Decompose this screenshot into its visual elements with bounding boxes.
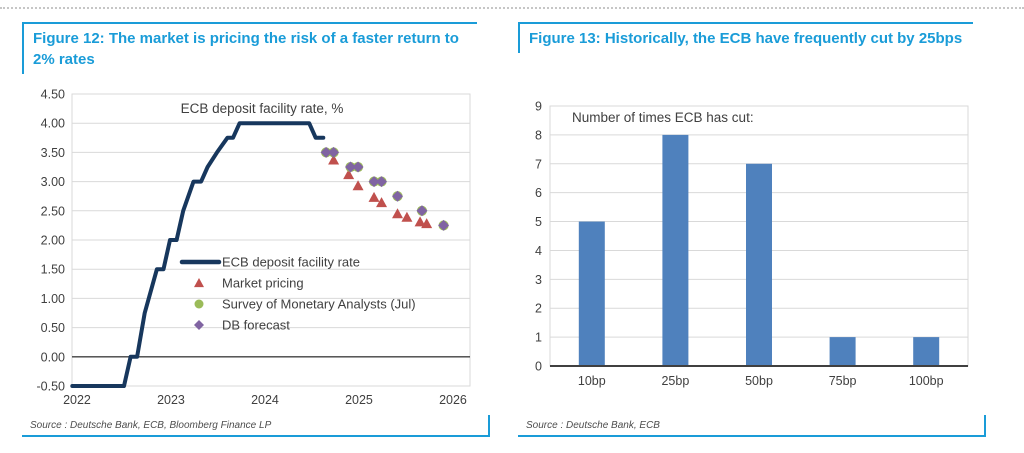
y-tick-label: 3.50 xyxy=(41,146,65,160)
y-tick-label: 1 xyxy=(535,331,542,345)
figure13-title: Figure 13: Historically, the ECB have fr… xyxy=(518,22,973,53)
bar-25bp xyxy=(662,134,689,366)
legend-label: Survey of Monetary Analysts (Jul) xyxy=(222,297,416,312)
y-tick-label: 0.50 xyxy=(41,321,65,335)
figure12-source: Source : Deutsche Bank, ECB, Bloomberg F… xyxy=(22,415,490,437)
y-tick-label: -0.50 xyxy=(37,380,66,394)
y-tick-label: 9 xyxy=(535,100,542,114)
legend-label: DB forecast xyxy=(222,318,290,333)
y-tick-label: 3.00 xyxy=(41,175,65,189)
top-dotted-divider xyxy=(0,7,1024,9)
figure12-title: Figure 12: The market is pricing the ris… xyxy=(22,22,477,74)
y-tick-label: 2.00 xyxy=(41,234,65,248)
y-tick-label: 0 xyxy=(535,360,542,374)
series-db-forecast xyxy=(320,146,450,231)
legend-label: ECB deposit facility rate xyxy=(222,255,360,270)
y-tick-label: 0.00 xyxy=(41,350,65,364)
x-tick-label: 25bp xyxy=(661,374,689,388)
y-tick-label: 1.00 xyxy=(41,292,65,306)
bar-75bp xyxy=(829,337,856,366)
x-tick-label: 2024 xyxy=(251,393,279,407)
y-tick-label: 3 xyxy=(535,273,542,287)
figure13-panel: Figure 13: Historically, the ECB have fr… xyxy=(518,22,986,437)
series-ecb-rate-line xyxy=(70,121,326,388)
y-tick-label: 7 xyxy=(535,157,542,171)
bar-series xyxy=(578,134,940,366)
bar-10bp xyxy=(578,221,605,366)
x-tick-label: 75bp xyxy=(829,374,857,388)
y-tick-label: 2.50 xyxy=(41,204,65,218)
legend-label: Market pricing xyxy=(222,276,304,291)
chart-inner-title: ECB deposit facility rate, % xyxy=(181,101,344,116)
y-tick-label: 4 xyxy=(535,244,542,258)
x-tick-label: 2022 xyxy=(63,393,91,407)
y-tick-label: 6 xyxy=(535,186,542,200)
bar-100bp xyxy=(913,337,940,366)
y-tick-label: 8 xyxy=(535,128,542,142)
figure12-chart: 4.50 4.00 3.50 3.00 2.50 2.00 1.50 1.00 0.50 0.00… xyxy=(37,88,471,407)
y-tick-label: 1.50 xyxy=(41,263,65,277)
x-tick-label: 2026 xyxy=(439,393,467,407)
y-tick-label: 4.50 xyxy=(41,88,65,102)
figure13-chart: 9 8 7 6 5 4 3 2 1 0 10bp 25bp 50bp 75bp 100bp Number of… xyxy=(535,100,969,388)
figure13-source: Source : Deutsche Bank, ECB xyxy=(518,415,986,437)
y-tick-label: 5 xyxy=(535,215,542,229)
x-tick-label: 50bp xyxy=(745,374,773,388)
x-tick-label: 100bp xyxy=(909,374,944,388)
chart-inner-title: Number of times ECB has cut: xyxy=(572,110,754,125)
x-tick-label: 2025 xyxy=(345,393,373,407)
x-tick-label: 10bp xyxy=(578,374,606,388)
y-tick-label: 2 xyxy=(535,302,542,316)
figure12-panel: Figure 12: The market is pricing the ris… xyxy=(22,22,490,437)
figure13-source-text: Source : Deutsche Bank, ECB xyxy=(526,419,660,431)
figure12-source-text: Source : Deutsche Bank, ECB, Bloomberg F… xyxy=(30,419,272,431)
y-tick-label: 4.00 xyxy=(41,117,65,131)
bar-50bp xyxy=(746,163,772,366)
legend: ECB deposit facility rate Market pricing S… xyxy=(179,255,416,333)
series-market-pricing xyxy=(328,154,433,229)
x-tick-label: 2023 xyxy=(157,393,185,407)
